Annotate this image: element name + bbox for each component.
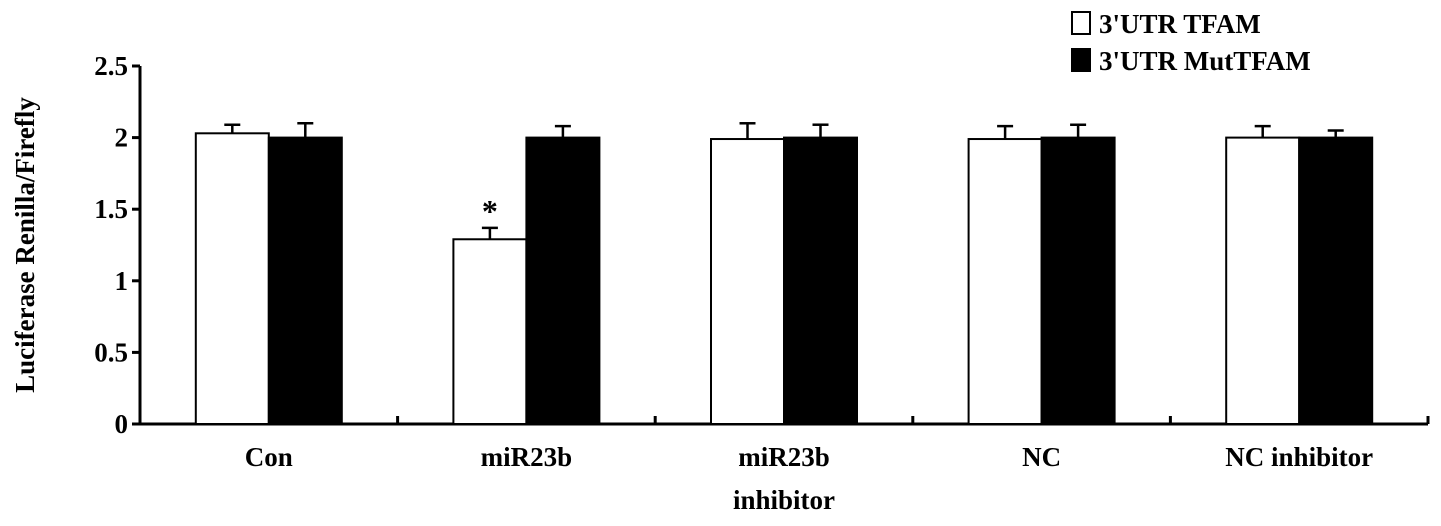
x-tick-label: NC [1022, 442, 1061, 472]
bar [710, 138, 785, 425]
x-tick-label: NC inhibitor [1225, 442, 1373, 472]
legend-swatch [1071, 11, 1091, 35]
legend-label: 3'UTR MutTFAM [1099, 46, 1311, 76]
error-bars [224, 122, 1344, 240]
x-tick-label: miR23b [738, 442, 830, 472]
annotations: * [482, 193, 498, 229]
legend-swatch [1071, 48, 1091, 72]
bars [194, 132, 1374, 426]
bar [1040, 136, 1116, 425]
y-tick-label: 0.5 [94, 337, 128, 367]
y-tick-label: 0 [115, 409, 129, 439]
y-tick-label: 1 [115, 266, 129, 296]
bar [452, 238, 528, 425]
y-tick-label: 2.5 [94, 51, 128, 81]
bar [1225, 136, 1301, 425]
bar [194, 132, 270, 426]
bar [783, 136, 858, 425]
x-tick-label: inhibitor [733, 485, 835, 515]
x-tick-label: Con [245, 442, 293, 472]
bar [525, 136, 601, 425]
legend: 3'UTR TFAM 3'UTR MutTFAM [1071, 9, 1311, 76]
x-tick-label: miR23b [481, 442, 573, 472]
y-axis: 0 0.5 1 1.5 2 2.5 [94, 51, 142, 439]
y-tick-label: 1.5 [94, 194, 128, 224]
y-tick-label: 2 [115, 123, 129, 153]
bar [967, 138, 1043, 425]
significance-marker: * [482, 193, 498, 229]
y-axis-label: Luciferase Renilla/Firefly [10, 97, 40, 393]
legend-label: 3'UTR TFAM [1099, 9, 1261, 39]
bar [1298, 136, 1374, 425]
bar [267, 136, 343, 425]
x-axis: Con miR23b miR23b inhibitor NC NC inhibitor [140, 416, 1430, 515]
